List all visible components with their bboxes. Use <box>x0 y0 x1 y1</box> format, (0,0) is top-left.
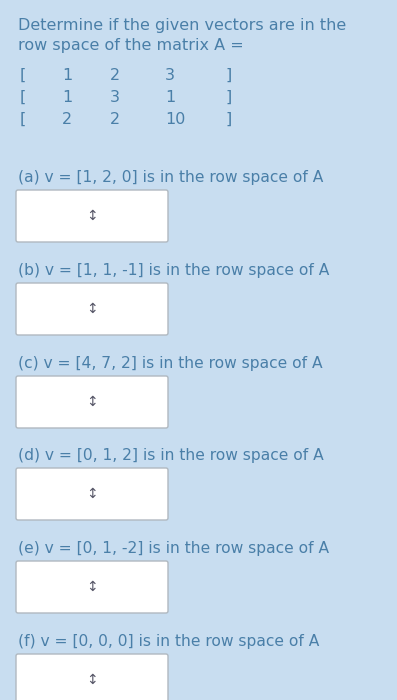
FancyBboxPatch shape <box>16 468 168 520</box>
Text: ↕: ↕ <box>86 395 98 409</box>
Text: ]: ] <box>225 112 231 127</box>
Text: [: [ <box>20 68 26 83</box>
FancyBboxPatch shape <box>16 283 168 335</box>
Text: Determine if the given vectors are in the: Determine if the given vectors are in th… <box>18 18 346 33</box>
FancyBboxPatch shape <box>16 190 168 242</box>
Text: (f) v = [0, 0, 0] is in the row space of A: (f) v = [0, 0, 0] is in the row space of… <box>18 634 319 649</box>
Text: (a) v = [1, 2, 0] is in the row space of A: (a) v = [1, 2, 0] is in the row space of… <box>18 170 324 185</box>
Text: ↕: ↕ <box>86 209 98 223</box>
Text: (b) v = [1, 1, -1] is in the row space of A: (b) v = [1, 1, -1] is in the row space o… <box>18 263 330 278</box>
Text: 3: 3 <box>110 90 120 105</box>
Text: ↕: ↕ <box>86 302 98 316</box>
Text: 1: 1 <box>62 90 72 105</box>
Text: 1: 1 <box>62 68 72 83</box>
FancyBboxPatch shape <box>16 561 168 613</box>
Text: 2: 2 <box>62 112 72 127</box>
FancyBboxPatch shape <box>16 376 168 428</box>
Text: 1: 1 <box>165 90 175 105</box>
Text: (d) v = [0, 1, 2] is in the row space of A: (d) v = [0, 1, 2] is in the row space of… <box>18 448 324 463</box>
Text: [: [ <box>20 90 26 105</box>
Text: 2: 2 <box>110 68 120 83</box>
Text: ]: ] <box>225 90 231 105</box>
Text: 3: 3 <box>165 68 175 83</box>
Text: (e) v = [0, 1, -2] is in the row space of A: (e) v = [0, 1, -2] is in the row space o… <box>18 541 329 556</box>
Text: (c) v = [4, 7, 2] is in the row space of A: (c) v = [4, 7, 2] is in the row space of… <box>18 356 323 371</box>
Text: ]: ] <box>225 68 231 83</box>
Text: ↕: ↕ <box>86 487 98 501</box>
Text: ↕: ↕ <box>86 673 98 687</box>
Text: 10: 10 <box>165 112 185 127</box>
Text: [: [ <box>20 112 26 127</box>
Text: row space of the matrix A =: row space of the matrix A = <box>18 38 244 53</box>
Text: ↕: ↕ <box>86 580 98 594</box>
FancyBboxPatch shape <box>16 654 168 700</box>
Text: 2: 2 <box>110 112 120 127</box>
